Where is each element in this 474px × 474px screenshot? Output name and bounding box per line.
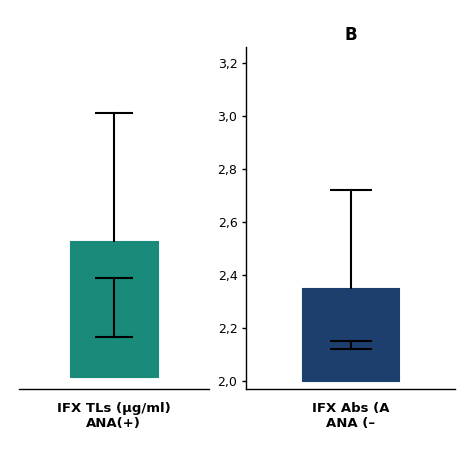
Title: B: B <box>345 27 357 45</box>
Text: IFX TLs (µg/ml)
ANA(+): IFX TLs (µg/ml) ANA(+) <box>57 402 171 430</box>
Text: IFX Abs (A
ANA (–: IFX Abs (A ANA (– <box>312 402 390 430</box>
Bar <box>302 288 399 381</box>
Bar <box>70 241 158 377</box>
